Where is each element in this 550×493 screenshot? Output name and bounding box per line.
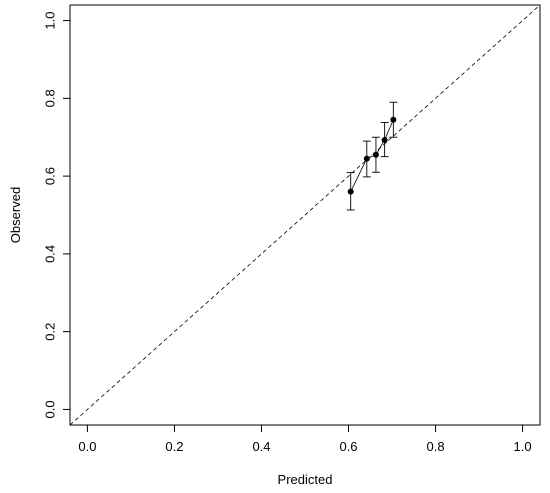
x-tick-label: 0.2 [165,439,183,454]
data-point [381,136,388,143]
y-tick-label: 0.8 [43,89,58,107]
x-tick-label: 0.6 [339,439,357,454]
y-tick-label: 0.6 [43,167,58,185]
data-point [347,188,354,195]
y-tick-label: 0.2 [43,323,58,341]
data-point [363,155,370,162]
plot-frame [69,4,541,426]
series-line [350,119,394,192]
y-tick-label: 0.4 [43,245,58,263]
y-tick-label: 1.0 [43,12,58,30]
x-tick-label: 0.4 [252,439,270,454]
data-point [372,151,379,158]
x-tick-label: 0.8 [427,439,445,454]
x-axis-title: Predicted [278,472,333,487]
x-tick-label: 1.0 [514,439,532,454]
data-point [390,116,397,123]
x-tick-label: 0.0 [78,439,96,454]
y-tick-label: 0.0 [43,400,58,418]
y-axis-title: Observed [8,187,23,243]
reference-line [69,4,541,426]
